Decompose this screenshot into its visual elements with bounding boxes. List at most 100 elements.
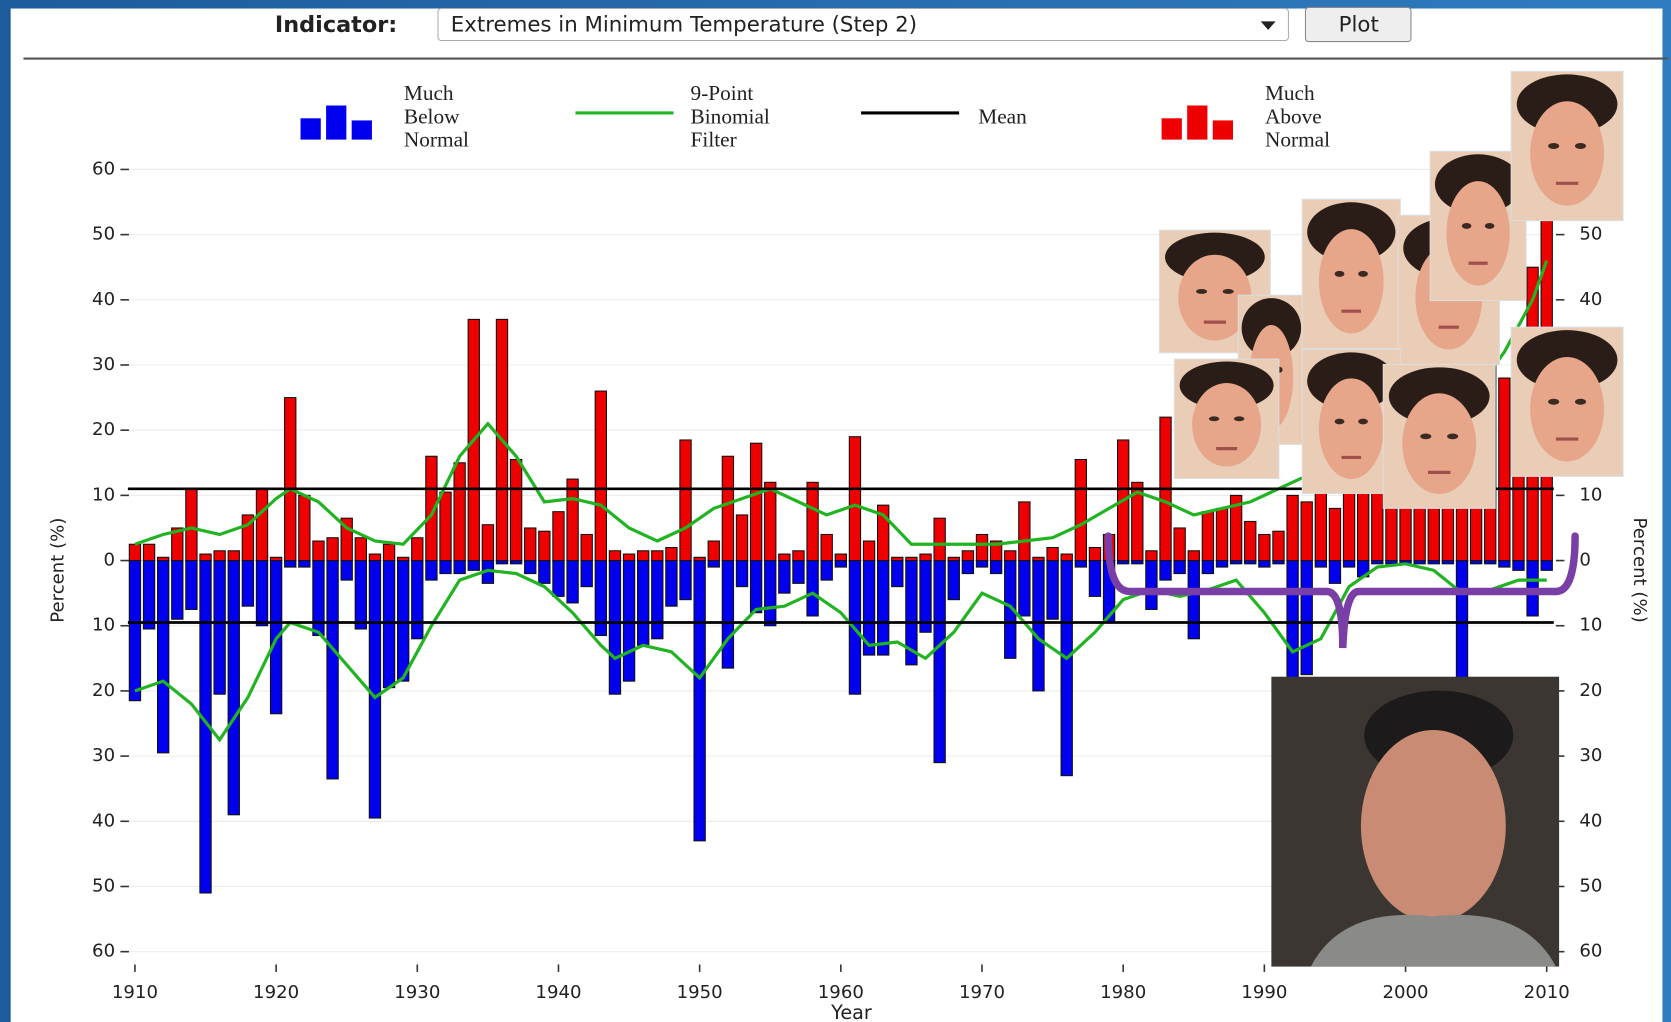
bar xyxy=(722,561,733,669)
y-tick-label: 50 xyxy=(92,224,115,245)
bar xyxy=(609,561,620,695)
y2-axis-label: Percent (%) xyxy=(1629,518,1650,623)
y2-tick-label: 40 xyxy=(1579,810,1602,831)
bar xyxy=(750,443,761,560)
bar xyxy=(835,554,846,561)
x-tick-label: 1950 xyxy=(677,982,723,1003)
y-tick-label: 10 xyxy=(92,615,115,636)
indicator-value: Extremes in Minimum Temperature (Step 2) xyxy=(451,13,917,38)
bar xyxy=(200,554,211,561)
bar xyxy=(270,557,281,560)
bar xyxy=(793,561,804,584)
bar xyxy=(398,557,409,560)
legend-swatch xyxy=(1187,106,1207,140)
bar xyxy=(510,460,521,561)
bar xyxy=(285,398,296,561)
x-tick-label: 1970 xyxy=(959,982,1005,1003)
bar xyxy=(129,544,140,560)
bar xyxy=(1019,502,1030,561)
bar xyxy=(750,561,761,613)
eye xyxy=(1548,143,1559,149)
bar xyxy=(779,554,790,561)
bar xyxy=(1343,561,1354,568)
bar xyxy=(835,561,846,568)
bar xyxy=(539,561,550,584)
legend-word: Binomial xyxy=(691,104,776,128)
bar xyxy=(1089,548,1100,561)
bar xyxy=(1075,460,1086,561)
face xyxy=(1361,730,1506,922)
bar xyxy=(172,561,183,620)
bar xyxy=(821,561,832,581)
bar xyxy=(242,561,253,607)
bar xyxy=(1259,534,1270,560)
bar xyxy=(595,391,606,560)
bar xyxy=(581,561,592,587)
bar xyxy=(1301,561,1312,675)
eye xyxy=(1223,289,1234,294)
y2-tick-label: 10 xyxy=(1579,484,1602,505)
bar xyxy=(355,561,366,629)
bar xyxy=(299,495,310,560)
bar xyxy=(1202,512,1213,561)
bar xyxy=(652,551,663,561)
face xyxy=(1192,383,1261,467)
bar xyxy=(623,554,634,561)
bar xyxy=(1541,561,1552,571)
bar xyxy=(398,561,409,682)
photo xyxy=(1511,327,1623,476)
bar xyxy=(1174,528,1185,561)
bar xyxy=(1047,561,1058,620)
y-tick-label: 30 xyxy=(92,354,115,375)
y-tick-label: 0 xyxy=(104,550,116,571)
legend-word: Much xyxy=(404,81,459,105)
page: {"controls": {"indicator_label": "Indica… xyxy=(0,0,1671,1022)
legend-swatch xyxy=(352,120,372,139)
bar xyxy=(468,561,479,571)
eye xyxy=(1548,399,1559,405)
bar xyxy=(256,489,267,561)
bar xyxy=(1273,531,1284,560)
bar xyxy=(1216,508,1227,560)
y-tick-label: 40 xyxy=(92,810,115,831)
legend-word: Normal xyxy=(1265,128,1330,152)
legend-word: Normal xyxy=(404,128,469,152)
bar xyxy=(934,561,945,763)
bar xyxy=(355,538,366,561)
bar xyxy=(256,561,267,626)
bar xyxy=(158,557,169,560)
bar xyxy=(1499,378,1510,561)
eye xyxy=(1358,271,1368,277)
eye xyxy=(1485,223,1495,229)
bar xyxy=(313,541,324,561)
x-tick-label: 1930 xyxy=(394,982,440,1003)
bar xyxy=(807,482,818,560)
y-tick-label: 50 xyxy=(92,875,115,896)
bar xyxy=(892,561,903,587)
bar xyxy=(680,440,691,561)
bar xyxy=(383,544,394,560)
eye xyxy=(1462,223,1472,229)
y2-tick-label: 20 xyxy=(1579,680,1602,701)
y-tick-label: 20 xyxy=(92,419,115,440)
bar xyxy=(990,561,1001,574)
bar xyxy=(807,561,818,616)
bar xyxy=(1033,557,1044,560)
x-tick-label: 1910 xyxy=(112,982,158,1003)
bar xyxy=(976,534,987,560)
bar xyxy=(214,561,225,695)
x-axis-label: Year xyxy=(830,1001,872,1022)
bar xyxy=(1301,502,1312,561)
bar xyxy=(426,561,437,581)
bar xyxy=(1033,561,1044,691)
legend-word: Below xyxy=(404,104,465,128)
bar xyxy=(623,561,634,682)
bar xyxy=(849,437,860,561)
bar xyxy=(680,561,691,600)
bar xyxy=(666,548,677,561)
bar xyxy=(1259,561,1270,568)
bar xyxy=(143,544,154,560)
y-axis-label: Percent (%) xyxy=(48,518,69,623)
bar xyxy=(1005,551,1016,561)
bar xyxy=(214,551,225,561)
